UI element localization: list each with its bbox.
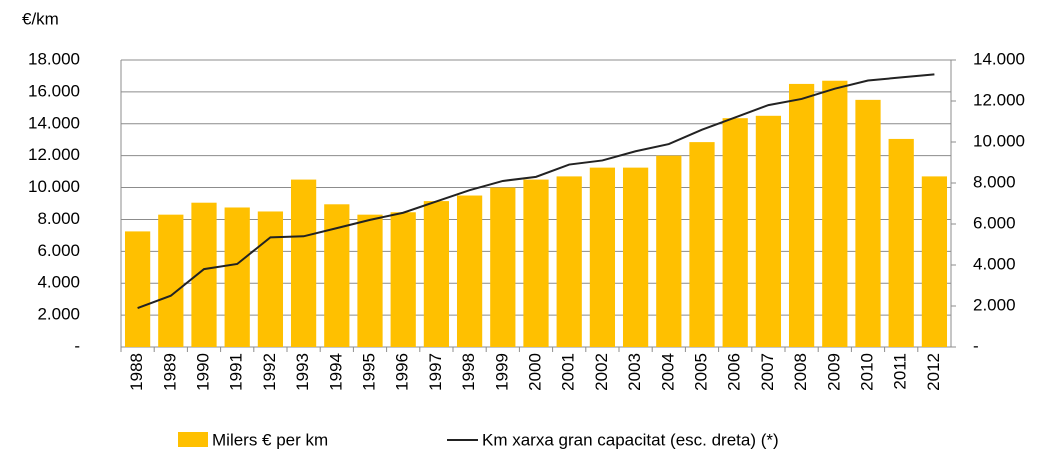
x-tick-label: 1991	[227, 353, 246, 391]
line	[137, 73, 935, 309]
bar	[822, 80, 848, 347]
x-tick-label: 2012	[924, 353, 943, 391]
x-tick-label: 2003	[625, 353, 644, 391]
bar	[423, 201, 450, 347]
y-tick-label: -	[74, 336, 80, 355]
y2-tick-label: 8.000	[973, 172, 1016, 191]
x-tick-label: 1995	[359, 353, 378, 391]
x-tick-label: 2010	[857, 353, 876, 391]
y-tick-label: 16.000	[28, 81, 80, 100]
x-tick-label: 1990	[193, 353, 212, 391]
y-tick-label: 14.000	[28, 113, 80, 132]
y2-tick-label: 2.000	[973, 295, 1016, 314]
y-tick-label: 8.000	[37, 209, 80, 228]
x-tick-label: 2009	[824, 353, 843, 391]
bar	[257, 211, 284, 347]
x-tick-label: 2000	[525, 353, 544, 391]
bar	[357, 214, 383, 347]
x-tick-label: 2002	[592, 353, 611, 391]
bar	[888, 138, 914, 347]
bar	[290, 179, 317, 347]
bar	[589, 167, 616, 347]
legend-label: Milers € per km	[212, 430, 328, 449]
y2-tick-label: -	[973, 336, 979, 355]
y-tick-label: 6.000	[37, 241, 80, 260]
bar	[788, 83, 815, 348]
x-tick-label: 1994	[326, 353, 345, 391]
bar	[556, 176, 582, 347]
bar	[755, 115, 782, 347]
legend-label: Km xarxa gran capacitat (esc. dreta) (*)	[482, 430, 779, 449]
x-tick-label: 2004	[658, 353, 677, 391]
bar	[191, 202, 217, 347]
bar	[390, 212, 416, 347]
bar	[490, 187, 516, 347]
bar	[855, 99, 881, 347]
y-tick-label: 10.000	[28, 177, 80, 196]
y-tick-label: 2.000	[37, 305, 80, 324]
x-tick-label: 1998	[459, 353, 478, 391]
x-tick-label: 2011	[891, 353, 910, 390]
y-tick-label: 12.000	[28, 145, 80, 164]
x-tick-label: 1993	[293, 353, 312, 391]
x-tick-label: 2006	[725, 353, 744, 391]
x-tick-label: 1997	[426, 353, 445, 391]
x-tick-label: 1999	[492, 353, 511, 391]
x-tick-label: 1996	[393, 353, 412, 391]
x-tick-label: 2005	[691, 353, 710, 391]
x-tick-label: 2008	[791, 353, 810, 391]
y2-tick-label: 4.000	[973, 254, 1016, 273]
y-axis-unit: €/km	[22, 9, 59, 28]
bar	[656, 155, 682, 347]
x-tick-label: 1988	[127, 353, 146, 391]
y-tick-label: 4.000	[37, 273, 80, 292]
bar	[158, 214, 184, 347]
bar	[689, 142, 715, 347]
x-tick-label: 1992	[260, 353, 279, 391]
y2-tick-label: 12.000	[973, 90, 1025, 109]
y2-tick-label: 14.000	[973, 49, 1025, 68]
bar	[722, 118, 748, 347]
x-tick-label: 2007	[758, 353, 777, 391]
bar	[523, 179, 549, 347]
x-tick-label: 1989	[160, 353, 179, 391]
x-tick-label: 2001	[559, 353, 578, 391]
legend-swatch	[178, 432, 208, 447]
bar	[124, 231, 151, 347]
y2-tick-label: 10.000	[973, 131, 1025, 150]
y-tick-label: 18.000	[28, 49, 80, 68]
bar	[921, 176, 948, 347]
bar	[622, 167, 649, 347]
y2-tick-label: 6.000	[973, 213, 1016, 232]
bar	[456, 195, 483, 347]
bar	[224, 207, 250, 347]
